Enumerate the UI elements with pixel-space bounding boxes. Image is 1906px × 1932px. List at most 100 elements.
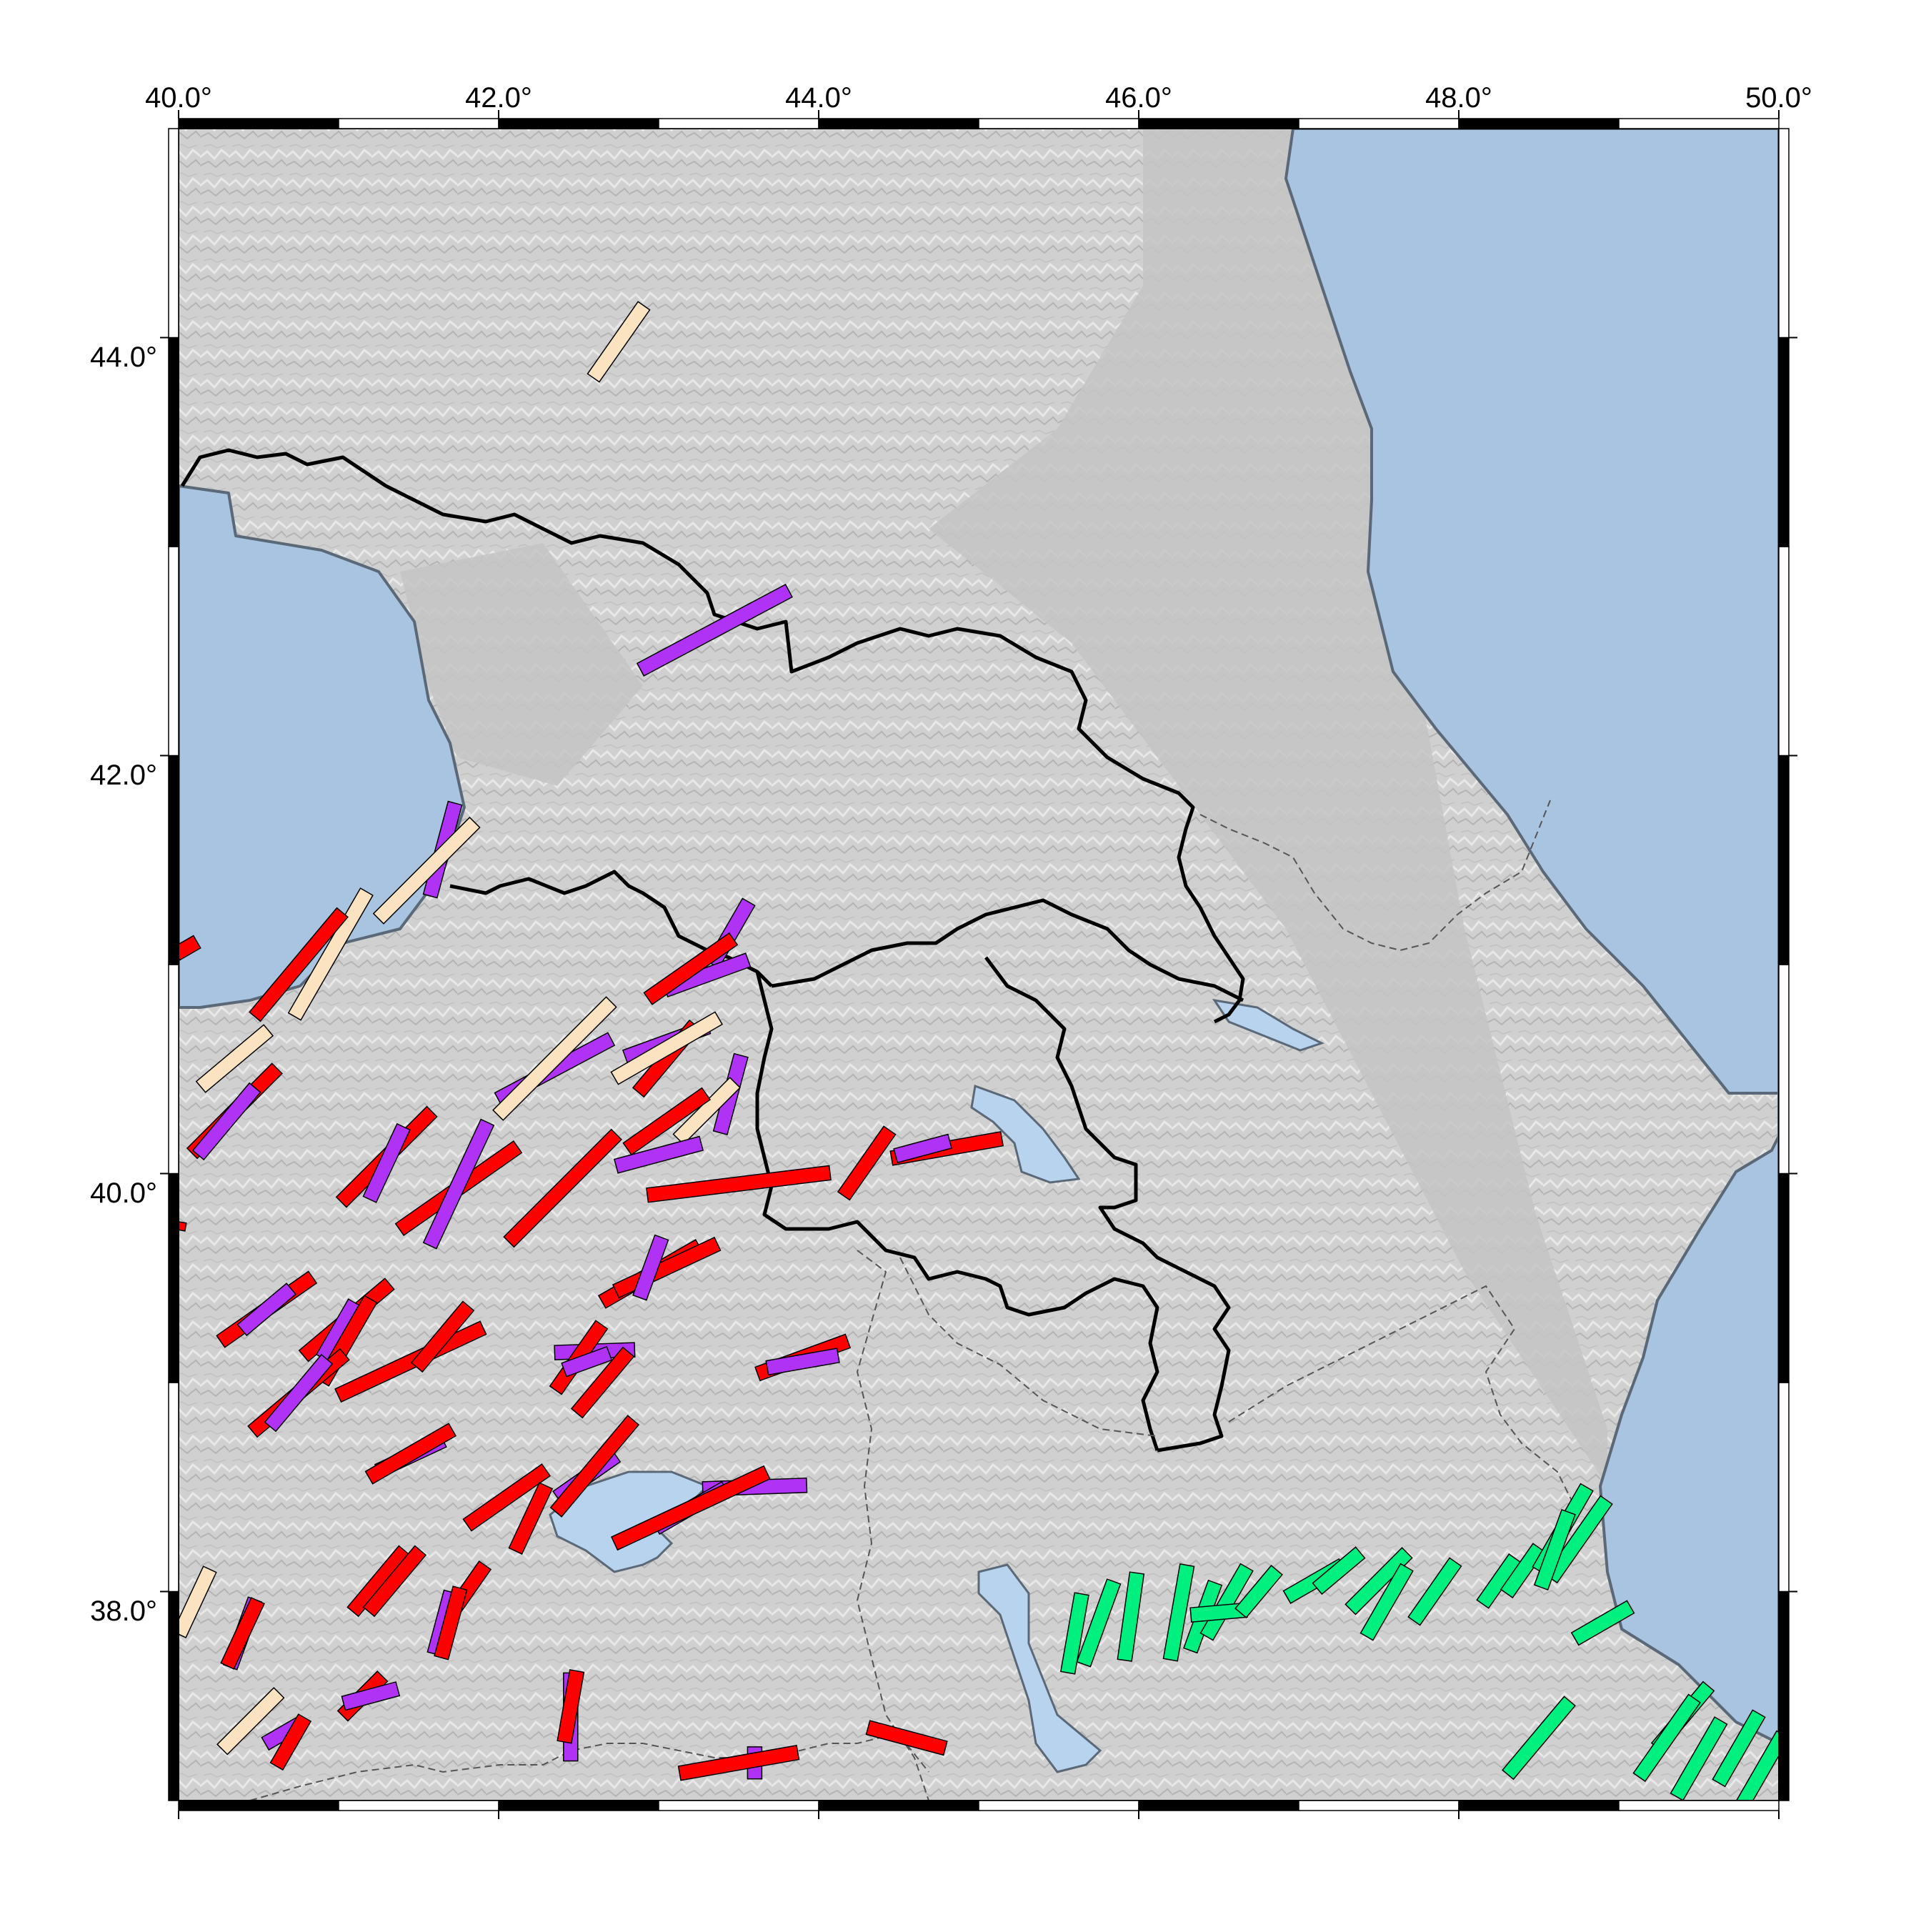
- minor-borders: [249, 800, 1580, 1801]
- map-area: [179, 129, 1779, 1801]
- stress-bar-red-6: [179, 935, 201, 961]
- stress-bar-red-74: [677, 1744, 800, 1781]
- stress-bar-purple-44: [561, 1345, 613, 1378]
- frame-band-top-0: [178, 118, 339, 129]
- frame-band-top-5: [978, 118, 1139, 129]
- stress-bar-red-20: [622, 1087, 712, 1156]
- stress-bar-green-80: [1162, 1563, 1195, 1662]
- frame-band-left-6: [168, 337, 179, 547]
- stress-bar-red-28: [837, 1125, 897, 1201]
- y-tick-label-40: 40.0°: [90, 1177, 157, 1209]
- frame-band-right-2: [1778, 1172, 1790, 1383]
- stress-bar-red-50: [364, 1423, 457, 1485]
- frame-band-bottom-6: [1138, 1800, 1299, 1811]
- frame-band-bottom-3: [658, 1800, 819, 1811]
- stress-bar-red-65: [220, 1597, 265, 1670]
- stress-bar-red-40: [410, 1300, 475, 1373]
- frame-band-right-0: [1778, 1590, 1790, 1801]
- x-tick-label-top-50: 50.0°: [1745, 82, 1812, 114]
- frame-band-top-2: [498, 118, 659, 129]
- frame-band-top-7: [1298, 118, 1460, 129]
- stress-bar-green-91: [1500, 1543, 1546, 1599]
- stress-bar-purple-67: [341, 1681, 401, 1711]
- frame-band-right-3: [1778, 964, 1790, 1175]
- stress-bar-red-57: [610, 1465, 771, 1551]
- stress-bar-red-75: [865, 1720, 948, 1756]
- lake-sevan: [970, 1084, 1081, 1184]
- frame-band-top-3: [658, 118, 819, 129]
- stress-bar-purple-12: [191, 1082, 261, 1161]
- georgia-armenia-azerbaijan-border: [771, 898, 1244, 1002]
- x-tick-label-top-48: 48.0°: [1425, 82, 1492, 114]
- frame-band-left-0: [168, 1590, 179, 1801]
- black-sea: [179, 484, 466, 1009]
- stress-bar-purple-46: [765, 1348, 840, 1376]
- stress-bar-green-84: [1234, 1564, 1283, 1619]
- frame-band-top-1: [338, 118, 499, 129]
- stress-bar-red-26: [503, 1128, 622, 1248]
- x-tick-label-top-40: 40.0°: [145, 82, 212, 114]
- stress-bar-green-86: [1312, 1546, 1366, 1595]
- stress-bar-red-51: [462, 1463, 552, 1532]
- frame-band-bottom-7: [1298, 1800, 1460, 1811]
- stress-bar-red-59: [362, 1545, 427, 1618]
- frame-band-bottom-4: [818, 1800, 979, 1811]
- stress-bar-red-9: [643, 932, 739, 1005]
- stress-bar-green-94: [1533, 1508, 1576, 1591]
- frame-band-left-7: [168, 128, 179, 339]
- stress-bar-green-100: [1712, 1709, 1766, 1788]
- stress-bar-purple-1: [636, 583, 793, 677]
- armenia-east-border: [984, 956, 1231, 1453]
- lake-urmia: [977, 1563, 1102, 1773]
- stress-bar-green-95: [1570, 1600, 1635, 1646]
- stress-bar-green-98: [1632, 1693, 1701, 1783]
- stress-bar-green-79: [1117, 1571, 1145, 1662]
- stress-bar-green-89: [1407, 1557, 1462, 1626]
- frame-band-left-3: [168, 964, 179, 1175]
- stress-bar-purple-21: [613, 1135, 704, 1174]
- stress-bar-beige-3: [372, 816, 481, 925]
- stress-bars: [179, 301, 1779, 1801]
- frame-ticks: [160, 110, 1797, 1819]
- stress-bar-red-52: [508, 1482, 554, 1555]
- frame-band-bottom-2: [498, 1800, 659, 1811]
- frame-band-bottom-0: [178, 1800, 339, 1811]
- stress-bar-red-43: [570, 1346, 635, 1419]
- russia-georgia-border: [180, 448, 1245, 1024]
- frame-band-right-7: [1778, 128, 1790, 339]
- frame-band-right-4: [1778, 755, 1790, 965]
- frame-band-bottom-8: [1458, 1800, 1620, 1811]
- lake-mingachevir: [1212, 998, 1324, 1052]
- stress-bar-beige-17: [610, 1011, 723, 1085]
- frame-band-top-9: [1618, 118, 1780, 129]
- frame-band-left-2: [168, 1172, 179, 1383]
- stress-bar-red-62: [434, 1585, 468, 1660]
- lake-van: [549, 1470, 709, 1573]
- frame-band-right-6: [1778, 337, 1790, 547]
- stress-bar-green-87: [1344, 1547, 1413, 1615]
- stress-bar-beige-10: [195, 1024, 274, 1093]
- frame-band-bottom-5: [978, 1800, 1139, 1811]
- stress-bar-green-78: [1076, 1578, 1122, 1668]
- stress-bar-green-99: [1670, 1716, 1728, 1801]
- frame-band-left-5: [168, 546, 179, 757]
- x-tick-label-top-44: 44.0°: [785, 82, 852, 114]
- frame-band-left-4: [168, 755, 179, 965]
- stress-bar-green-77: [1059, 1592, 1089, 1675]
- frame-band-bottom-9: [1618, 1800, 1780, 1811]
- stress-bar-green-101: [1735, 1730, 1779, 1801]
- stress-bar-beige-68: [216, 1687, 285, 1756]
- colchis-lowland: [400, 543, 643, 786]
- stress-bar-purple-33: [632, 1234, 669, 1301]
- stress-bar-purple-23: [362, 1122, 411, 1203]
- frame-band-right-1: [1778, 1382, 1790, 1593]
- stress-bar-red-72: [557, 1669, 585, 1744]
- stress-bar-red-5: [249, 907, 349, 1022]
- y-tick-label-42: 42.0°: [90, 760, 157, 791]
- stress-bar-purple-25: [422, 1118, 495, 1250]
- stress-bar-red-54: [549, 1415, 640, 1518]
- stress-bar-purple-30: [893, 1133, 952, 1164]
- frame-band-bottom-1: [338, 1800, 499, 1811]
- frame-band-right-5: [1778, 546, 1790, 757]
